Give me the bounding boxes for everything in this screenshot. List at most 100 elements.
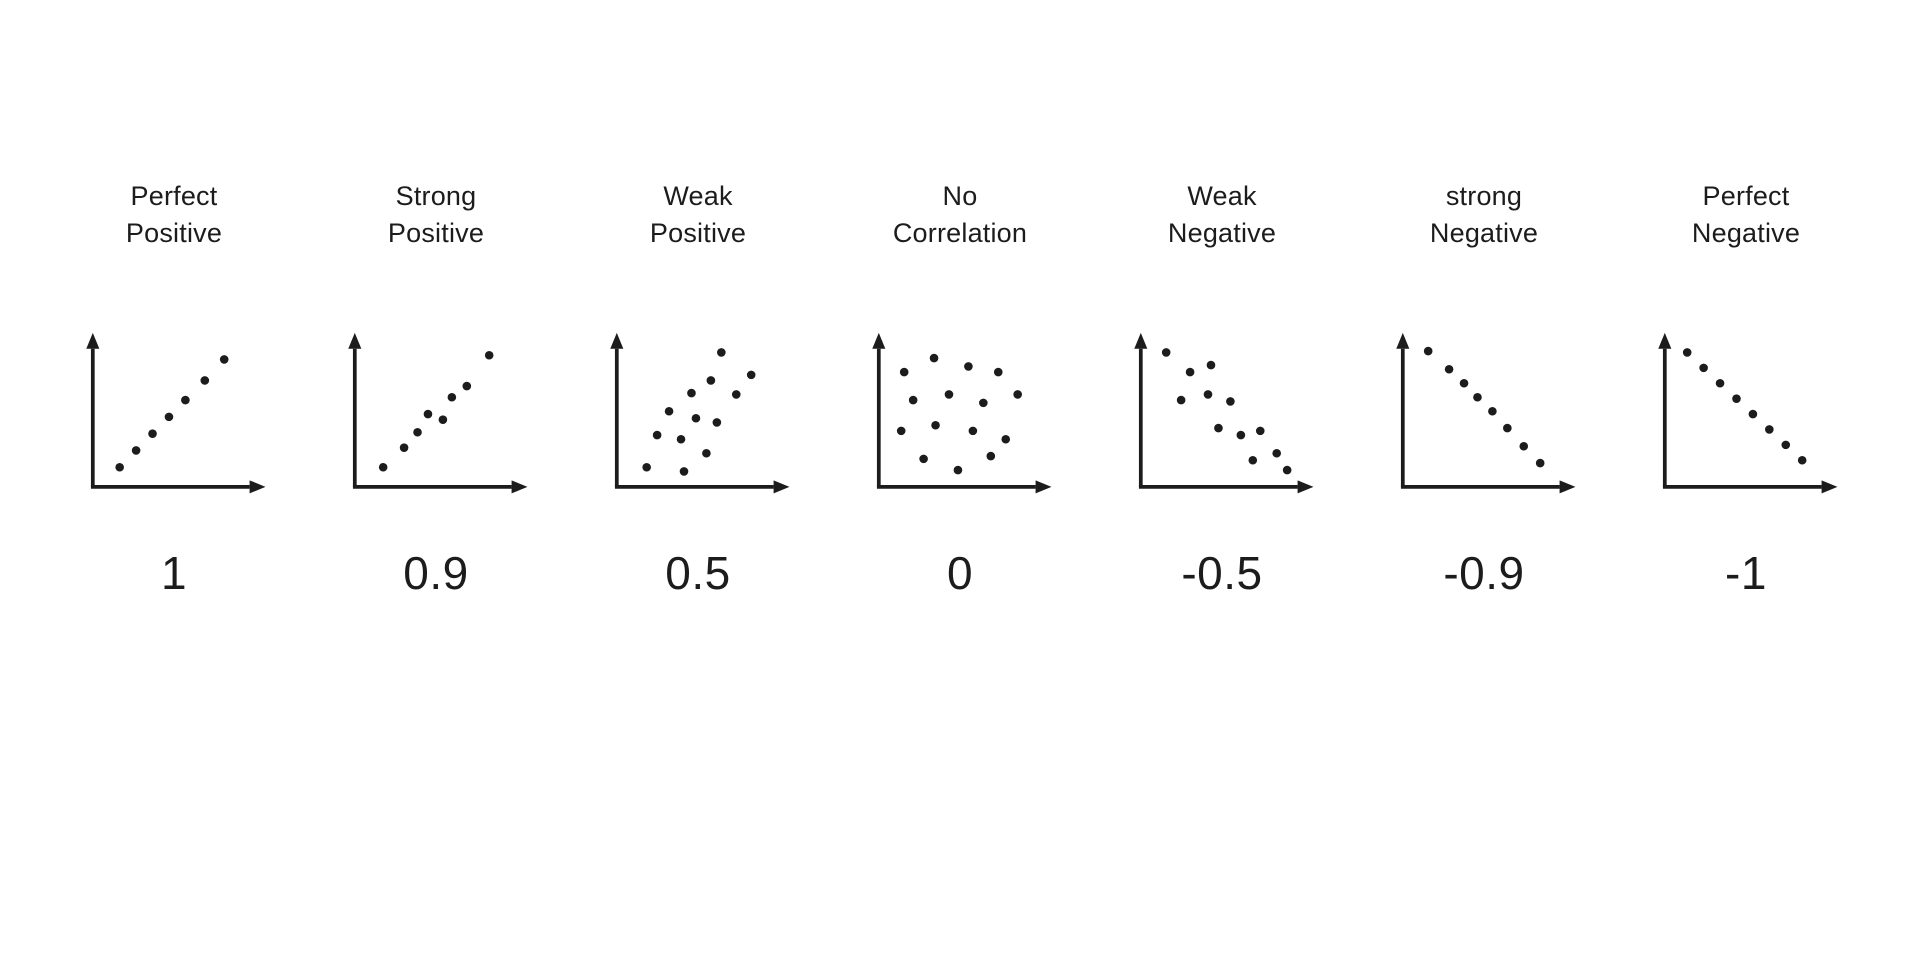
data-point [1206, 360, 1216, 370]
data-point [1444, 364, 1454, 374]
panel-title-line-1: Strong [395, 181, 477, 211]
data-point [1682, 348, 1692, 357]
scatter-plot [610, 332, 790, 494]
data-point [908, 395, 918, 405]
correlation-panel: No Correlation 0 [862, 178, 1058, 600]
x-axis-arrowhead-icon [1821, 480, 1838, 494]
x-axis-arrowhead-icon [1559, 480, 1576, 494]
x-axis-arrowhead-icon [249, 480, 266, 494]
scatter-plot [86, 332, 266, 494]
correlation-panel: strong Negative -0.9 [1386, 178, 1582, 600]
scatter-plot-container [1648, 326, 1844, 504]
scatter-plot-container [862, 326, 1058, 504]
data-point [378, 462, 388, 472]
x-axis-arrowhead-icon [511, 480, 528, 494]
y-axis-arrowhead-icon [1134, 332, 1148, 349]
data-point [399, 443, 409, 452]
data-point [1797, 455, 1807, 465]
data-point [679, 467, 689, 476]
panel-title-line-2: Positive [649, 218, 747, 249]
data-point [953, 465, 963, 475]
data-point [1236, 430, 1246, 440]
x-axis-arrowhead-icon [1297, 480, 1314, 494]
data-point [200, 376, 210, 385]
data-point [691, 413, 701, 423]
data-point [1715, 378, 1725, 388]
data-point [993, 367, 1003, 377]
panel-title-line-2: Negative [1691, 218, 1801, 249]
panel-title-line-2: Correlation [892, 218, 1028, 249]
data-point [1203, 390, 1213, 399]
scatter-plot [348, 332, 528, 494]
data-point [1473, 392, 1482, 402]
correlation-panel: Weak Negative -0.5 [1124, 178, 1320, 600]
data-point [706, 376, 716, 385]
data-point [712, 418, 722, 427]
panel-title-line-1: strong [1445, 181, 1523, 211]
correlation-panel: Weak Positive 0.5 [600, 178, 796, 600]
scatter-plot-container [1386, 326, 1582, 504]
panel-title: strong Negative [1430, 178, 1538, 254]
scatter-plot [1396, 332, 1576, 494]
data-point [1282, 465, 1292, 475]
data-point [1765, 425, 1774, 434]
data-point [986, 451, 996, 461]
data-point [423, 409, 433, 419]
data-point [1176, 395, 1186, 405]
data-point [1459, 378, 1469, 388]
y-axis-arrowhead-icon [872, 332, 886, 349]
correlation-coefficient: 0 [946, 547, 974, 599]
panel-title: Perfect Positive [126, 178, 222, 254]
data-point [968, 426, 978, 436]
y-axis-arrowhead-icon [86, 332, 100, 349]
panel-title: Weak Negative [1168, 178, 1276, 254]
data-point [652, 430, 662, 440]
panel-title: Strong Positive [388, 178, 484, 254]
scatter-plot-container [1124, 326, 1320, 504]
correlation-coefficient: -0.9 [1443, 547, 1525, 599]
scatter-plot-container [76, 326, 272, 504]
scatter-plot-container [600, 326, 796, 504]
data-point [1161, 348, 1171, 357]
data-point [413, 427, 422, 437]
data-point [1272, 448, 1281, 458]
data-point [181, 395, 190, 405]
data-point [1535, 458, 1545, 468]
correlation-coefficient: 1 [160, 547, 188, 599]
data-point [1013, 390, 1022, 399]
data-point [964, 362, 973, 371]
data-point [1226, 397, 1235, 406]
data-point [979, 398, 988, 408]
data-point [1001, 434, 1011, 444]
data-point [746, 370, 756, 380]
panel-title-line-1: Perfect [1702, 181, 1790, 211]
data-point [1699, 363, 1708, 373]
panel-title-line-2: Positive [125, 218, 223, 249]
data-point [1488, 406, 1497, 416]
y-axis-arrowhead-icon [610, 332, 624, 349]
data-point [642, 462, 651, 472]
data-point [131, 446, 141, 455]
data-point [1255, 426, 1265, 436]
y-axis-arrowhead-icon [348, 332, 362, 349]
data-point [731, 390, 741, 399]
data-point [1519, 441, 1529, 451]
data-point [702, 448, 711, 458]
data-point [484, 350, 494, 360]
correlation-coefficient: -1 [1725, 547, 1767, 599]
y-axis-arrowhead-icon [1658, 332, 1672, 349]
correlation-coefficient: 0.9 [403, 547, 469, 599]
data-point [929, 353, 939, 363]
correlation-panel: Perfect Negative -1 [1648, 178, 1844, 600]
y-axis-arrowhead-icon [1396, 332, 1410, 349]
data-point [899, 367, 909, 377]
data-point [664, 406, 674, 416]
panel-title-line-2: Negative [1167, 218, 1277, 249]
data-point [219, 355, 229, 364]
scatter-plot [1658, 332, 1838, 494]
panels-row: Perfect Positive 1 Strong Positive 0.9 W… [76, 0, 1844, 600]
x-axis-arrowhead-icon [1035, 480, 1052, 494]
x-axis-arrowhead-icon [773, 480, 790, 494]
panel-title: Perfect Negative [1692, 178, 1800, 254]
